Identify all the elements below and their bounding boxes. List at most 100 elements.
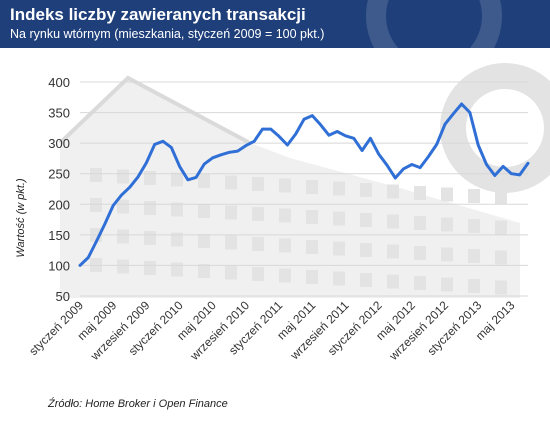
building-window	[333, 181, 345, 196]
data-point	[286, 143, 289, 147]
building-window	[441, 187, 453, 202]
building-window	[252, 237, 264, 251]
building-window	[144, 261, 156, 275]
y-tick-label: 50	[56, 289, 70, 304]
data-point	[228, 151, 231, 154]
building-window	[414, 246, 426, 260]
building-window	[198, 174, 210, 188]
building-window	[306, 180, 318, 194]
data-point	[186, 178, 190, 182]
building-window	[252, 267, 264, 281]
building-window	[171, 232, 183, 247]
y-tick-label: 150	[48, 228, 70, 243]
data-point	[418, 166, 422, 169]
building-window	[225, 265, 237, 280]
data-point	[219, 153, 223, 156]
building-window	[333, 271, 345, 286]
data-point	[136, 175, 140, 178]
building-window	[495, 280, 507, 295]
chart-title: Indeks liczby zawieranych transakcji	[10, 5, 306, 24]
building-window	[441, 247, 453, 262]
data-point	[153, 143, 156, 146]
data-point	[103, 222, 107, 226]
building-window	[468, 249, 480, 263]
building-window	[414, 186, 426, 200]
building-window	[387, 244, 399, 259]
data-point	[261, 127, 264, 131]
building-window	[441, 217, 453, 232]
building-window	[171, 262, 183, 277]
building-window	[171, 172, 183, 187]
y-tick-label: 300	[48, 136, 70, 151]
building-window	[387, 274, 399, 289]
chart-header: Indeks liczby zawieranych transakcji Na …	[0, 0, 550, 48]
data-point	[120, 193, 123, 197]
building-window	[279, 238, 291, 253]
data-point	[485, 163, 488, 166]
y-tick-label: 200	[48, 197, 70, 212]
chart-subtitle: Na rynku wtórnym (mieszkania, styczeń 20…	[10, 27, 325, 41]
building-window	[198, 264, 210, 278]
building-window	[90, 168, 102, 182]
building-window	[198, 234, 210, 248]
building-roof	[58, 75, 251, 145]
building-window	[198, 204, 210, 218]
y-tick-label: 100	[48, 258, 70, 273]
data-point	[269, 127, 273, 131]
data-point	[518, 173, 521, 177]
data-point	[352, 137, 355, 140]
y-tick-label: 350	[48, 106, 70, 121]
building-window	[495, 250, 507, 265]
data-point	[526, 162, 530, 165]
building-window	[414, 276, 426, 290]
data-point	[178, 165, 181, 168]
building-window	[117, 199, 129, 214]
data-point	[344, 134, 347, 138]
building-window	[225, 235, 237, 250]
data-point	[410, 163, 414, 166]
data-point	[236, 149, 239, 153]
building-window	[468, 189, 480, 203]
data-point	[369, 137, 372, 140]
data-point	[128, 185, 131, 189]
data-point	[111, 204, 115, 207]
data-point	[452, 112, 455, 115]
building-window	[360, 243, 372, 257]
data-point	[170, 146, 173, 149]
building-window	[360, 213, 372, 227]
data-point	[244, 144, 248, 147]
data-point	[360, 149, 364, 152]
y-axis-ticks: 50 100 150 200 250 300 350 400	[48, 75, 70, 304]
building-window	[387, 214, 399, 229]
building-window	[468, 279, 480, 293]
data-point	[435, 143, 438, 146]
data-point	[211, 156, 214, 160]
building-window	[144, 201, 156, 215]
building-window	[171, 202, 183, 217]
data-point	[427, 155, 430, 158]
data-point	[78, 264, 82, 267]
building-window	[306, 240, 318, 254]
data-point	[460, 102, 463, 106]
building-window	[144, 171, 156, 185]
data-point	[294, 132, 297, 136]
data-point	[385, 163, 389, 167]
data-point	[145, 161, 148, 164]
building-window	[117, 259, 129, 274]
y-axis-label: Wartość (w pkt.)	[15, 178, 27, 258]
data-point	[302, 118, 306, 121]
building-window	[360, 183, 372, 197]
building-window	[90, 198, 102, 212]
logo-watermark-icon	[366, 0, 502, 48]
building-window	[252, 177, 264, 191]
building-window	[441, 277, 453, 292]
building-window	[144, 231, 156, 245]
gridlines	[80, 81, 528, 297]
data-point	[501, 165, 505, 168]
source-note: Źródło: Home Broker i Open Finance	[48, 398, 228, 410]
data-point	[95, 239, 98, 243]
building-window	[279, 178, 291, 193]
building-window	[333, 211, 345, 226]
